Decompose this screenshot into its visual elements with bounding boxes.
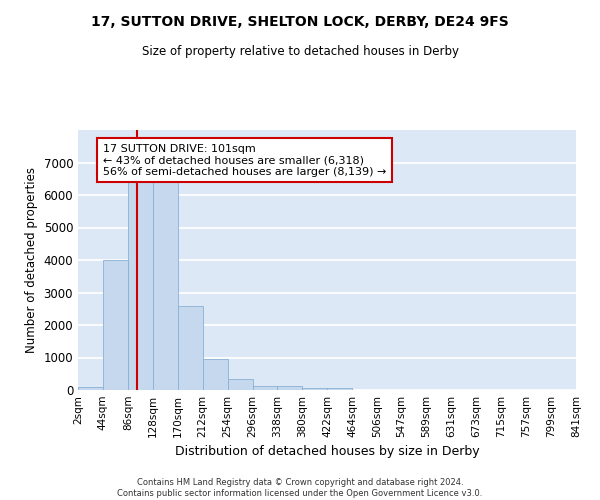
- Bar: [277, 386, 302, 390]
- Text: Size of property relative to detached houses in Derby: Size of property relative to detached ho…: [142, 45, 458, 58]
- Bar: [153, 177, 178, 390]
- Text: Contains HM Land Registry data © Crown copyright and database right 2024.
Contai: Contains HM Land Registry data © Crown c…: [118, 478, 482, 498]
- Y-axis label: Number of detached properties: Number of detached properties: [25, 167, 38, 353]
- Bar: [227, 380, 253, 390]
- X-axis label: Distribution of detached houses by size in Derby: Distribution of detached houses by size …: [175, 446, 479, 458]
- Bar: [253, 386, 277, 390]
- Bar: [128, 176, 153, 390]
- Bar: [327, 388, 352, 390]
- Bar: [178, 306, 203, 390]
- Bar: [103, 260, 128, 390]
- Bar: [78, 388, 103, 390]
- Text: 17, SUTTON DRIVE, SHELTON LOCK, DERBY, DE24 9FS: 17, SUTTON DRIVE, SHELTON LOCK, DERBY, D…: [91, 15, 509, 29]
- Bar: [302, 388, 327, 390]
- Bar: [203, 359, 227, 390]
- Text: 17 SUTTON DRIVE: 101sqm
← 43% of detached houses are smaller (6,318)
56% of semi: 17 SUTTON DRIVE: 101sqm ← 43% of detache…: [103, 144, 386, 177]
